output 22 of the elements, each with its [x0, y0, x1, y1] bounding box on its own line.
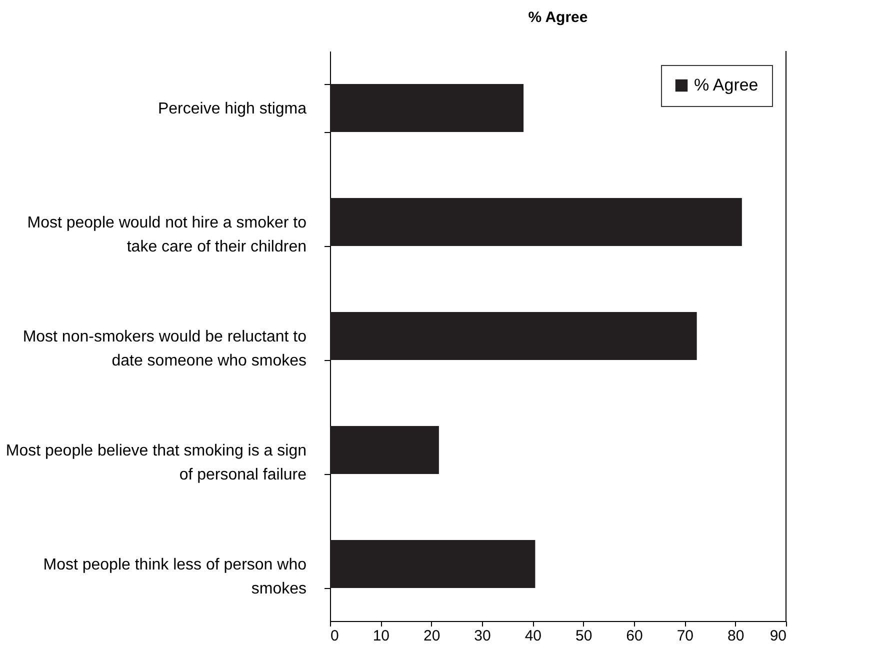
x-tick-label: 20	[423, 628, 440, 644]
x-tick-label: 80	[727, 628, 744, 644]
x-tick-label: 10	[372, 628, 390, 644]
bar	[330, 540, 536, 588]
bar	[330, 426, 439, 474]
x-tick-label: 60	[626, 628, 643, 644]
x-tick-label: 30	[474, 628, 491, 644]
chart-title: % Agree	[528, 9, 588, 26]
y-tick-label: Most people would not hire a smoker to take care of their children	[27, 214, 307, 256]
x-tick-label: 50	[575, 628, 592, 644]
x-tick-label: 0	[330, 628, 339, 644]
legend-label: % Agree	[694, 76, 758, 94]
y-tick-label: Perceive high stigma	[158, 100, 307, 118]
x-tick-label: 90	[770, 628, 786, 644]
y-tick-label: Most non-smokers would be reluctant to date someone who smokes	[22, 328, 307, 370]
bar	[330, 312, 697, 360]
x-tick-label: 40	[524, 628, 542, 644]
y-tick-label: Most people believe that smoking is a sign of personal failure	[6, 442, 307, 484]
x-tick-label: 70	[676, 628, 694, 644]
y-tick-label: Most people think less of person who smokes	[43, 556, 307, 598]
bar	[330, 198, 742, 246]
bar	[330, 84, 524, 132]
